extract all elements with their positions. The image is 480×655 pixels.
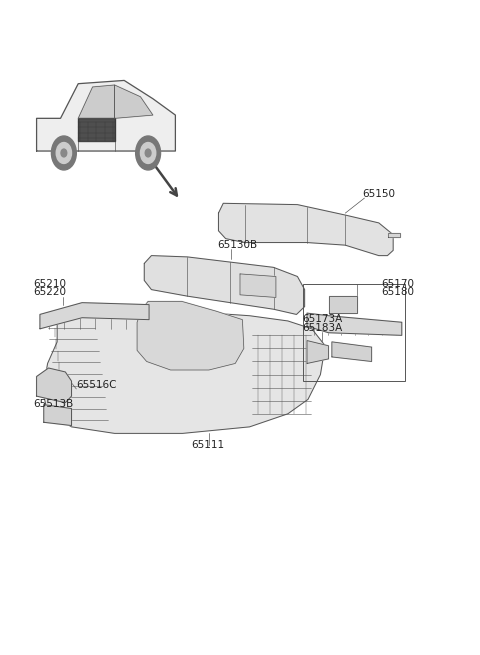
Polygon shape [328,296,357,313]
Polygon shape [36,368,72,403]
Circle shape [51,136,76,170]
Polygon shape [332,342,372,362]
Circle shape [145,149,151,157]
Circle shape [56,143,72,164]
Polygon shape [307,341,328,364]
Polygon shape [218,203,393,255]
Circle shape [61,149,67,157]
Polygon shape [115,85,153,119]
Polygon shape [137,301,244,370]
Text: 65130B: 65130B [217,240,257,250]
Text: 65180: 65180 [381,288,414,297]
Text: 65210: 65210 [33,279,66,289]
Text: 65170: 65170 [381,279,414,289]
Text: 65220: 65220 [33,288,66,297]
Polygon shape [36,81,175,151]
Polygon shape [388,233,400,237]
Polygon shape [240,274,276,297]
Text: 65111: 65111 [191,440,224,451]
Polygon shape [144,255,305,314]
Text: 65516C: 65516C [76,380,117,390]
Text: 65183A: 65183A [302,323,342,333]
Circle shape [141,143,156,164]
Polygon shape [78,119,115,141]
Polygon shape [40,303,149,329]
Polygon shape [307,313,402,335]
Text: 65173A: 65173A [302,314,342,324]
Polygon shape [44,405,72,426]
Text: 65150: 65150 [362,189,395,198]
Text: 65513B: 65513B [33,400,73,409]
Polygon shape [43,305,325,434]
Polygon shape [78,85,115,119]
Circle shape [136,136,160,170]
